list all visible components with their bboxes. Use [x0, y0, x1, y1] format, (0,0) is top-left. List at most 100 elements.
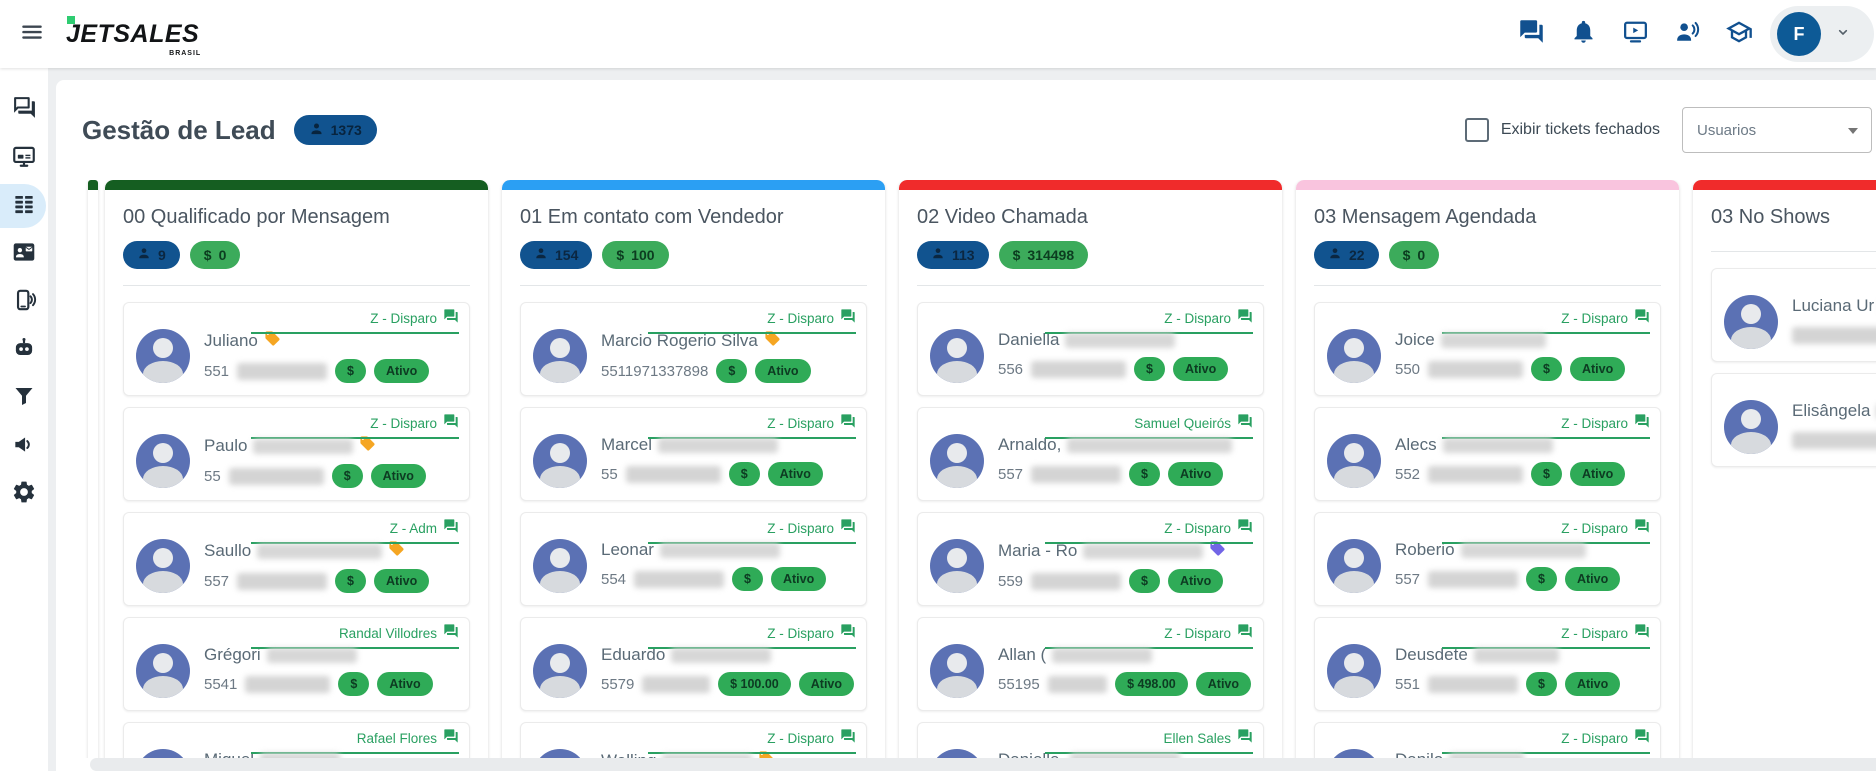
- open-chat-icon[interactable]: [840, 518, 856, 539]
- sidebar-item-chats[interactable]: [0, 86, 48, 134]
- open-chat-icon[interactable]: [443, 308, 459, 329]
- lead-phone: 552$Ativo: [1395, 462, 1625, 486]
- open-chat-icon[interactable]: [1237, 518, 1253, 539]
- lead-avatar: [1724, 400, 1778, 454]
- open-chat-icon[interactable]: [840, 728, 856, 749]
- lead-card[interactable]: Z - DisparoWelling55$Ativo: [520, 722, 867, 758]
- lead-card[interactable]: Z - DisparoEduardo5579$ 100.00Ativo: [520, 617, 867, 711]
- open-chat-icon[interactable]: [1237, 308, 1253, 329]
- lead-card[interactable]: Rafael FloresMiguel55$Ativo: [123, 722, 470, 758]
- lead-money-badge: $: [1129, 462, 1160, 486]
- lead-name-text: Alecs: [1395, 435, 1437, 455]
- people-count: 154: [555, 247, 578, 263]
- ticket-queue-label[interactable]: Z - Disparo: [1045, 308, 1253, 334]
- lead-name-text: Marcel: [601, 435, 652, 455]
- ticket-queue-label[interactable]: Z - Disparo: [251, 308, 459, 334]
- lead-card[interactable]: Luciana Ur$Ativo: [1711, 268, 1876, 362]
- ticket-queue-label[interactable]: Z - Disparo: [1442, 413, 1650, 439]
- open-chat-icon[interactable]: [1634, 518, 1650, 539]
- ticket-queue-label[interactable]: Z - Disparo: [1442, 728, 1650, 754]
- ticket-queue-label[interactable]: Z - Disparo: [1045, 518, 1253, 544]
- sidebar-item-filter[interactable]: [0, 374, 48, 422]
- robot-icon: [11, 335, 37, 366]
- ticket-queue-label[interactable]: Z - Disparo: [251, 413, 459, 439]
- ticket-queue-label[interactable]: Z - Disparo: [648, 413, 856, 439]
- lead-card[interactable]: Elisângela$Ativo: [1711, 373, 1876, 467]
- open-chat-icon[interactable]: [443, 728, 459, 749]
- ticket-queue-label[interactable]: Z - Disparo: [1442, 623, 1650, 649]
- chats-button[interactable]: [1510, 13, 1552, 55]
- person-icon: [534, 246, 548, 265]
- ticket-queue-label[interactable]: Rafael Flores: [251, 728, 459, 754]
- support-button[interactable]: [1666, 13, 1708, 55]
- lead-count: 1373: [331, 122, 362, 138]
- lead-card[interactable]: Z - DisparoAlecs 552$Ativo: [1314, 407, 1661, 501]
- open-chat-icon[interactable]: [1634, 623, 1650, 644]
- lead-phone: 557$Ativo: [204, 569, 429, 593]
- column-title: 01 Em contato com Vendedor: [520, 206, 867, 229]
- open-chat-icon[interactable]: [1634, 308, 1650, 329]
- open-chat-icon[interactable]: [1634, 728, 1650, 749]
- ticket-queue-label[interactable]: Z - Disparo: [648, 308, 856, 334]
- redacted-text: [1443, 438, 1553, 453]
- horizontal-scrollbar[interactable]: [90, 758, 1876, 771]
- lead-name-text: Luciana Ur: [1792, 296, 1874, 316]
- ticket-queue-label[interactable]: Z - Disparo: [648, 518, 856, 544]
- lead-card[interactable]: Z - DisparoJoice550$Ativo: [1314, 302, 1661, 396]
- lead-card[interactable]: Z - DisparoAllan (55195$ 498.00Ativo: [917, 617, 1264, 711]
- menu-button[interactable]: [14, 16, 50, 52]
- lead-status-badge: Ativo: [1570, 357, 1625, 381]
- lead-card[interactable]: Z - DisparoDanilo551$Ativo: [1314, 722, 1661, 758]
- user-menu[interactable]: F: [1770, 6, 1874, 62]
- lead-card[interactable]: Z - DisparoMarcio Rogerio Silva551197133…: [520, 302, 867, 396]
- lead-card[interactable]: Z - DisparoJuliano551$Ativo: [123, 302, 470, 396]
- tutorials-button[interactable]: [1614, 13, 1656, 55]
- lead-card[interactable]: Z - DisparoPaulo55$Ativo: [123, 407, 470, 501]
- lead-card[interactable]: Z - DisparoLeonar554$Ativo: [520, 512, 867, 606]
- ticket-queue-label[interactable]: Ellen Sales: [1045, 728, 1253, 754]
- lead-card[interactable]: Randal VillodresGrégori5541$Ativo: [123, 617, 470, 711]
- open-chat-icon[interactable]: [1237, 623, 1253, 644]
- sidebar-item-campaigns[interactable]: [0, 422, 48, 470]
- ticket-queue-label[interactable]: Z - Disparo: [648, 728, 856, 754]
- lead-money-badge: $: [729, 462, 760, 486]
- ticket-queue-label[interactable]: Samuel Queirós: [1045, 413, 1253, 439]
- lead-card[interactable]: Ellen SalesDanielle,Ltda$Ativo: [917, 722, 1264, 758]
- sidebar-item-kanban[interactable]: [0, 182, 48, 230]
- lead-card[interactable]: Z - DisparoRoberio557$Ativo: [1314, 512, 1661, 606]
- open-chat-icon[interactable]: [443, 518, 459, 539]
- ticket-queue-label[interactable]: Z - Disparo: [1442, 518, 1650, 544]
- open-chat-icon[interactable]: [840, 623, 856, 644]
- notifications-button[interactable]: [1562, 13, 1604, 55]
- lead-card[interactable]: Samuel QueirósArnaldo,557$Ativo: [917, 407, 1264, 501]
- open-chat-icon[interactable]: [443, 623, 459, 644]
- sidebar-item-contacts[interactable]: [0, 230, 48, 278]
- sidebar-item-phone-broadcast[interactable]: [0, 278, 48, 326]
- open-chat-icon[interactable]: [840, 308, 856, 329]
- lead-card[interactable]: Z - DisparoDeusdete551$Ativo: [1314, 617, 1661, 711]
- lead-card[interactable]: Z - DisparoDaniella556$Ativo: [917, 302, 1264, 396]
- academy-button[interactable]: [1718, 13, 1760, 55]
- lead-card[interactable]: Z - DisparoMaria - Ro559$Ativo: [917, 512, 1264, 606]
- users-select[interactable]: Usuarios: [1682, 107, 1872, 153]
- open-chat-icon[interactable]: [840, 413, 856, 434]
- ticket-queue-label[interactable]: Z - Disparo: [648, 623, 856, 649]
- open-chat-icon[interactable]: [1237, 413, 1253, 434]
- open-chat-icon[interactable]: [1237, 728, 1253, 749]
- sidebar-item-dashboard[interactable]: [0, 134, 48, 182]
- open-chat-icon[interactable]: [1634, 413, 1650, 434]
- open-chat-icon[interactable]: [443, 413, 459, 434]
- lead-card[interactable]: Z - DisparoMarcel55$Ativo: [520, 407, 867, 501]
- closed-tickets-checkbox[interactable]: [1465, 118, 1489, 142]
- lead-money-badge: $: [1526, 567, 1557, 591]
- lead-card[interactable]: Z - AdmSaullo557$Ativo: [123, 512, 470, 606]
- person-icon: [137, 246, 151, 265]
- sidebar-item-settings[interactable]: [0, 470, 48, 518]
- redacted-phone: [1428, 676, 1518, 693]
- ticket-queue-label[interactable]: Z - Adm: [251, 518, 459, 544]
- ticket-queue-label[interactable]: Randal Villodres: [251, 623, 459, 649]
- lead-money-badge: $: [338, 672, 369, 696]
- sidebar-item-bot[interactable]: [0, 326, 48, 374]
- ticket-queue-label[interactable]: Z - Disparo: [1442, 308, 1650, 334]
- ticket-queue-label[interactable]: Z - Disparo: [1045, 623, 1253, 649]
